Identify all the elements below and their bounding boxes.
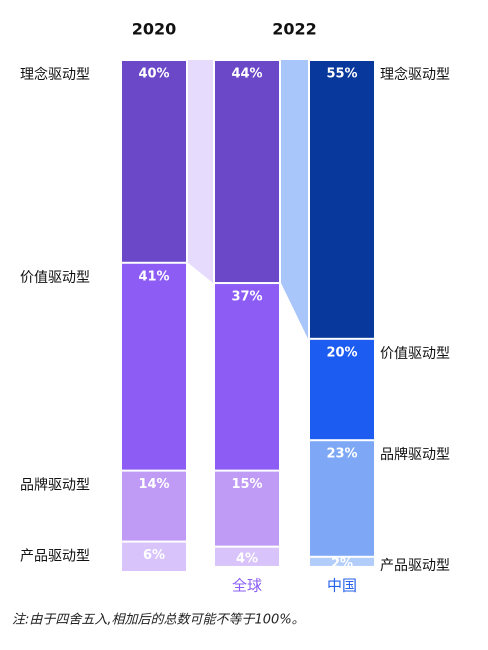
bar-segment	[122, 542, 186, 571]
bar-segment	[310, 557, 374, 566]
value-label: 23%	[326, 447, 357, 462]
segment-label: 价值驱动型	[20, 270, 90, 286]
note: 注:由于四舍五入,相加后的总数可能不等于100%。	[12, 612, 305, 628]
value-label: 6%	[143, 548, 165, 563]
segment-label: 理念驱动型	[20, 66, 90, 83]
bar-segment	[122, 471, 186, 541]
category-label: 全球	[232, 577, 262, 595]
bar-segment	[310, 61, 374, 338]
segment-label: 品牌驱动型	[380, 446, 450, 463]
value-label: 15%	[231, 477, 262, 492]
value-label: 20%	[326, 345, 357, 360]
bar-segment	[215, 547, 279, 566]
group-label: 2022	[272, 20, 317, 39]
bar-segment	[122, 263, 186, 470]
connector	[188, 60, 213, 284]
value-label: 44%	[231, 67, 262, 82]
connector	[281, 60, 308, 339]
segment-label: 产品驱动型	[20, 549, 90, 565]
value-label: 40%	[138, 67, 169, 82]
value-label: 41%	[138, 269, 169, 284]
bar-segment	[215, 61, 279, 283]
value-label: 37%	[231, 290, 262, 305]
segment-label: 品牌驱动型	[20, 477, 90, 494]
bar-segment	[122, 61, 186, 262]
value-label: 4%	[236, 551, 258, 566]
bar-segment	[215, 471, 279, 546]
bar-segment	[215, 284, 279, 470]
segment-label: 价值驱动型	[380, 346, 450, 362]
category-label: 中国	[327, 577, 357, 595]
group-label: 2020	[132, 20, 177, 39]
value-label: 14%	[138, 477, 169, 492]
value-label: 2%	[331, 556, 353, 571]
value-label: 55%	[326, 67, 357, 82]
bar-segment	[310, 441, 374, 556]
segment-label: 产品驱动型	[380, 558, 450, 574]
segment-label: 理念驱动型	[380, 66, 450, 83]
bar-segment	[310, 339, 374, 440]
